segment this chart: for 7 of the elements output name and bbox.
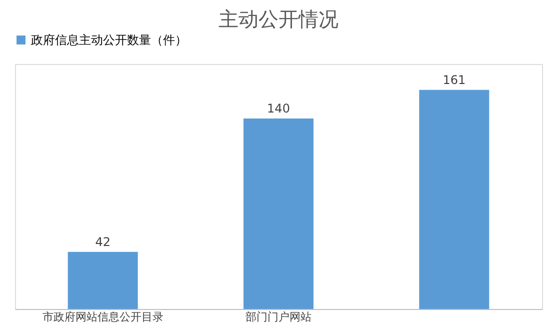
data-label: 140 (267, 101, 290, 116)
x-tick-label: 市政府网站信息公开目录 (42, 310, 164, 324)
data-label: 161 (442, 72, 466, 87)
x-tick-label: 部门门户网站 (246, 310, 312, 324)
legend-label: 政府信息主动公开数量（件） (31, 33, 187, 47)
chart-title: 主动公开情况 (218, 7, 338, 31)
data-label: 42 (95, 234, 110, 249)
